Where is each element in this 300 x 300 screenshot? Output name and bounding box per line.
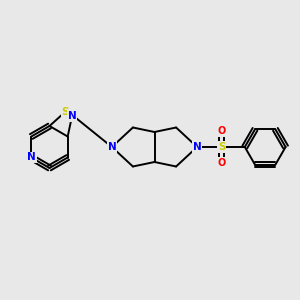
Text: N: N xyxy=(107,142,116,152)
Text: O: O xyxy=(218,158,226,168)
Text: N: N xyxy=(27,152,36,163)
Text: S: S xyxy=(218,142,226,152)
Text: S: S xyxy=(61,107,69,117)
Text: O: O xyxy=(218,126,226,136)
Text: N: N xyxy=(193,142,202,152)
Text: N: N xyxy=(68,111,76,121)
